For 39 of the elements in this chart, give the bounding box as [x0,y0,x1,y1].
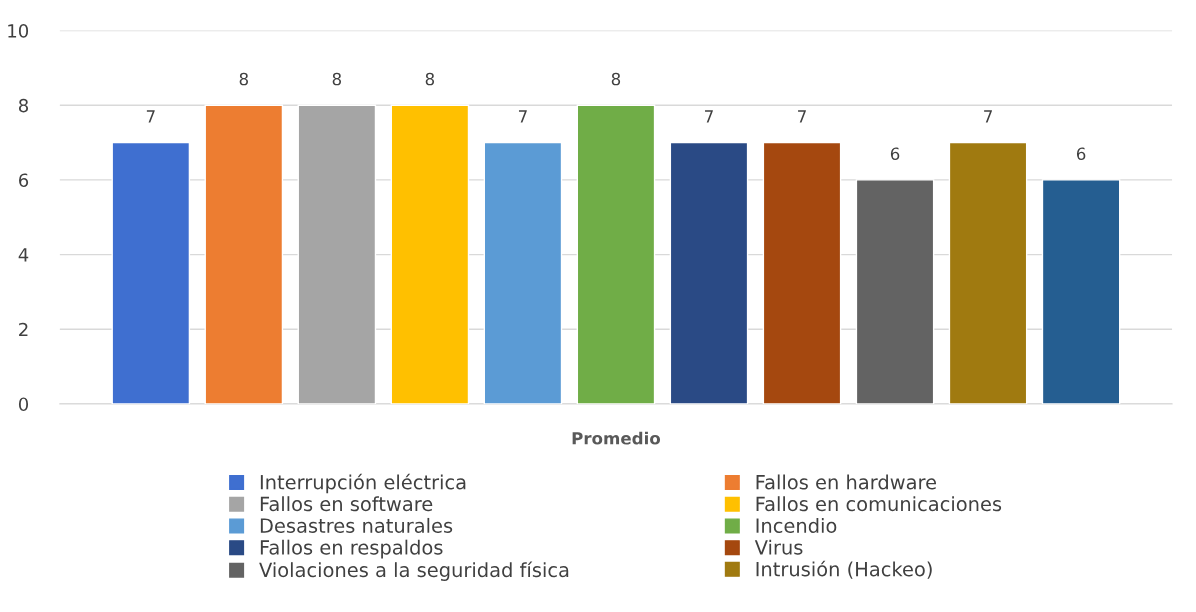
legend-label: Desastres naturales [260,517,453,533]
y-tick-label: 8 [18,98,29,113]
legend-label: Fallos en hardware [756,474,937,490]
bar [111,141,191,404]
data-label: 8 [239,72,248,86]
bar [576,104,656,404]
data-label: 6 [1076,147,1086,161]
data-label: 7 [146,110,155,123]
legend-label: Incendio [756,517,837,533]
legend-label: Fallos en comunicaciones [756,496,1002,512]
x-tick-label: Promedio [572,431,661,445]
y-tick-label: 4 [18,248,29,262]
bar [669,141,749,404]
bar [762,141,842,404]
legend-label: Fallos en software [260,496,433,512]
data-label: 8 [611,72,621,86]
legend-label: Virus [754,539,803,555]
y-tick-label: 0 [18,397,29,412]
data-label: 7 [798,110,806,123]
bar [483,141,563,404]
y-tick-label: 6 [19,173,29,188]
data-label: 8 [332,72,342,86]
legend-label: Interrupción eléctrica [260,473,466,494]
legend-label: Violaciones a la seguridad física [259,561,569,581]
bar [390,104,470,404]
bar [1041,179,1121,404]
data-label: 7 [984,110,992,123]
legend-label: Intrusión (Hackeo) [756,560,932,579]
legend-label: Fallos en respaldos [260,539,443,559]
bar [855,179,935,404]
data-label: 7 [518,110,527,123]
data-label: 8 [425,72,435,86]
y-tick-label: 10 [8,24,29,38]
bar [948,141,1028,404]
data-label: 7 [705,110,713,123]
data-label: 6 [890,147,900,161]
bar [297,104,377,404]
y-tick-label: 2 [19,322,28,337]
bar [204,104,284,404]
